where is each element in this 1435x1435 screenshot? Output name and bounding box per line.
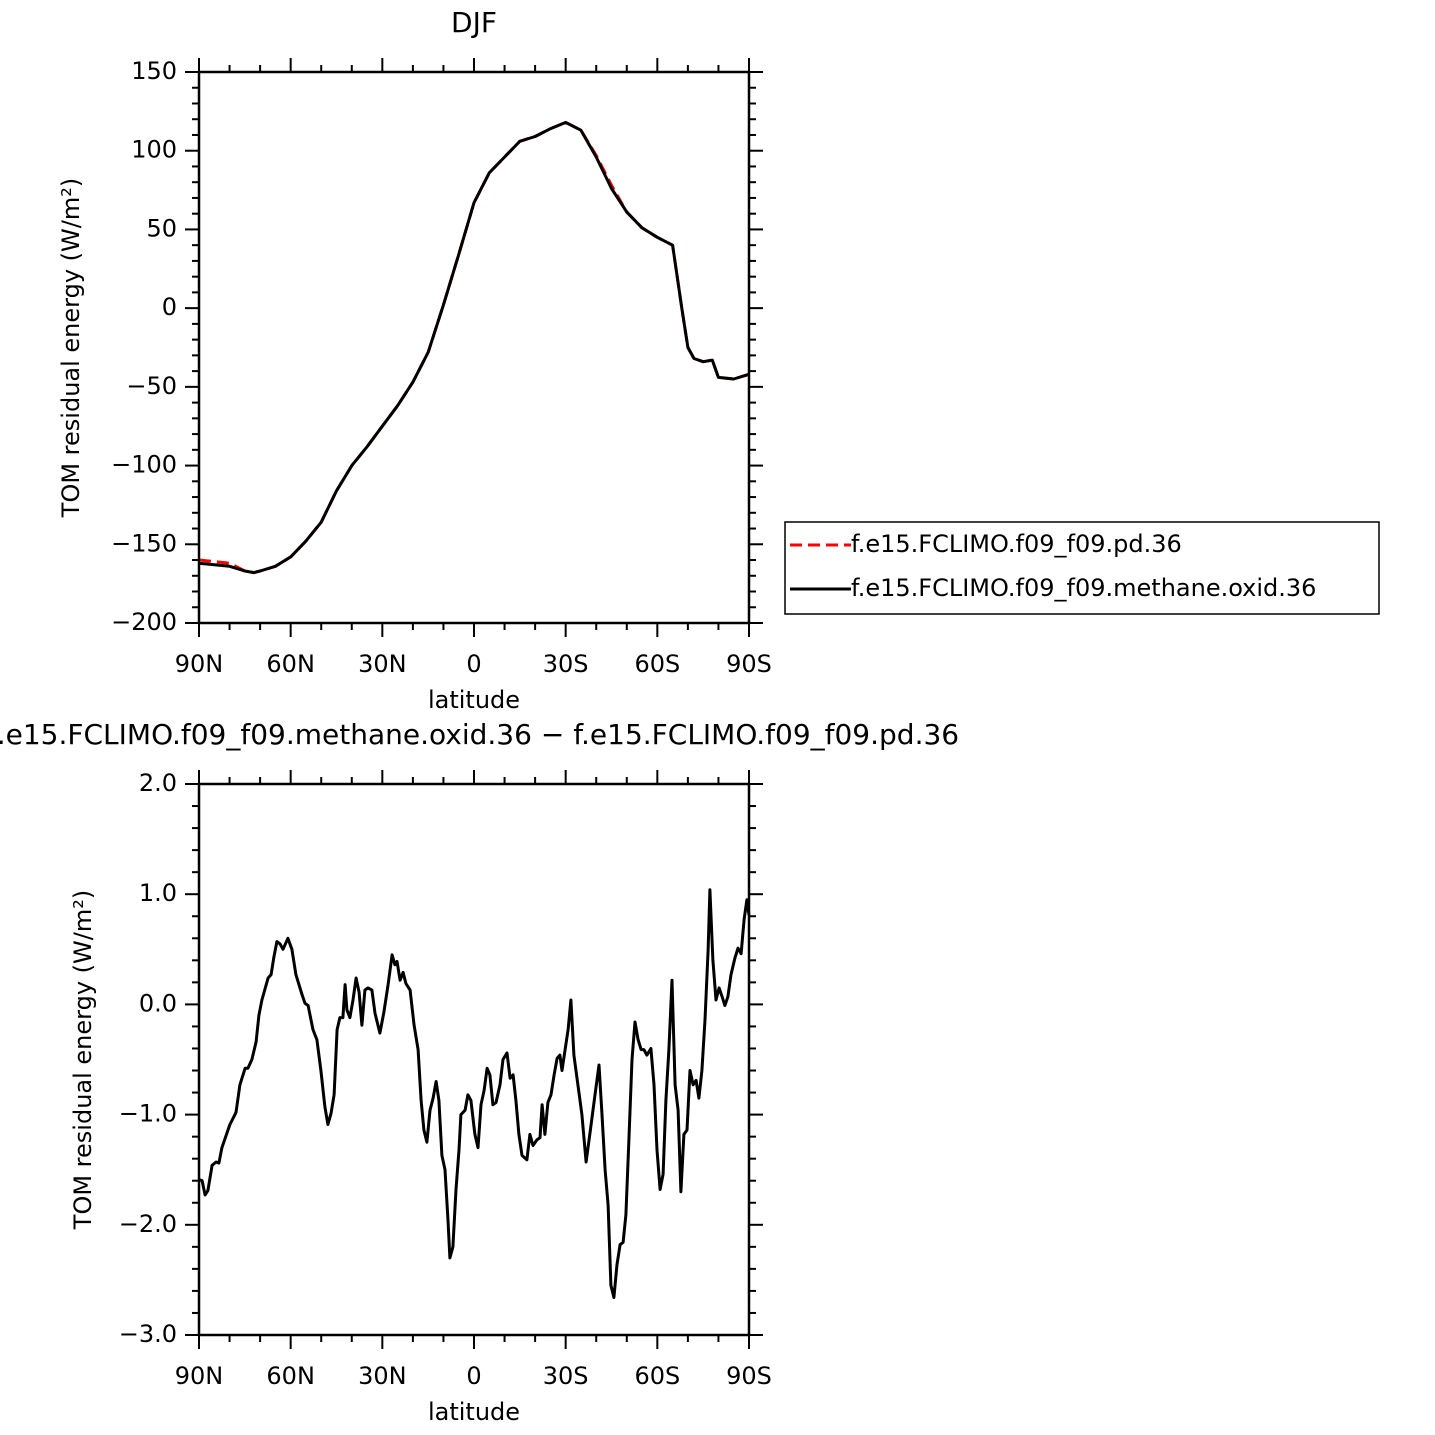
y-tick-label: −150: [111, 529, 177, 557]
data-line: [198, 888, 751, 1299]
y-tick-label: 50: [146, 214, 177, 242]
x-axis-label: latitude: [428, 686, 520, 714]
legend-label: f.e15.FCLIMO.f09_f09.methane.oxid.36: [851, 574, 1316, 602]
x-axis-label: latitude: [428, 1398, 520, 1426]
x-tick-label: 30N: [358, 650, 407, 678]
data-line: [198, 120, 750, 575]
x-tick-label: 90S: [726, 650, 772, 678]
plot-frame: [197, 70, 751, 625]
x-tick-label: 90N: [175, 1362, 224, 1390]
x-tick-label: 60S: [634, 650, 680, 678]
y-tick-label: 1.0: [139, 879, 177, 907]
x-tick-label: 60S: [634, 1362, 680, 1390]
y-axis-label: TOM residual energy (W/m²): [57, 178, 85, 518]
x-tick-label: 0: [466, 1362, 481, 1390]
legend-label: f.e15.FCLIMO.f09_f09.pd.36: [851, 530, 1182, 558]
plot-frame: [197, 782, 751, 1337]
y-tick-label: −50: [126, 372, 177, 400]
y-tick-label: −3.0: [119, 1320, 177, 1348]
y-tick-label: 0: [162, 293, 177, 321]
legend: f.e15.FCLIMO.f09_f09.pd.36 f.e15.FCLIMO.f…: [784, 521, 1380, 615]
y-tick-label: 2.0: [139, 769, 177, 797]
y-tick-label: 0.0: [139, 989, 177, 1017]
x-tick-label: 90S: [726, 1362, 772, 1390]
x-tick-label: 30N: [358, 1362, 407, 1390]
x-tick-label: 30S: [543, 1362, 589, 1390]
legend-box: [784, 521, 1380, 615]
y-tick-label: −100: [111, 451, 177, 479]
y-tick-label: 150: [131, 57, 177, 85]
y-tick-label: 100: [131, 136, 177, 164]
x-tick-label: 0: [466, 650, 481, 678]
data-line: [198, 120, 750, 575]
x-tick-label: 90N: [175, 650, 224, 678]
y-tick-label: −2.0: [119, 1210, 177, 1238]
x-tick-label: 60N: [266, 650, 315, 678]
chart-title: f.e15.FCLIMO.f09_f09.methane.oxid.36 − f…: [0, 718, 959, 751]
y-tick-label: −200: [111, 608, 177, 636]
x-tick-label: 60N: [266, 1362, 315, 1390]
x-tick-label: 30S: [543, 650, 589, 678]
y-tick-label: −1.0: [119, 1100, 177, 1128]
chart-title: DJF: [451, 6, 497, 39]
y-axis-label: TOM residual energy (W/m²): [69, 890, 97, 1230]
